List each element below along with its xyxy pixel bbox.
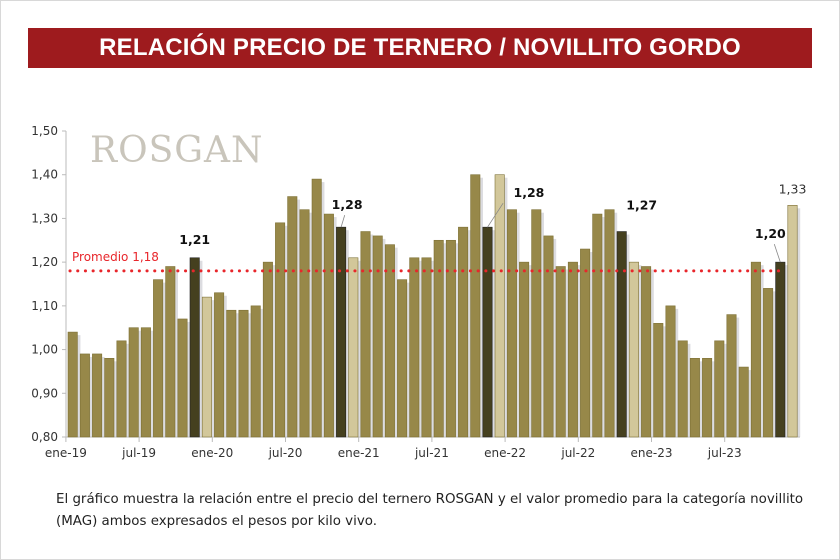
bar-december [628,261,639,438]
y-tick-label: 1,40 [31,168,58,182]
bar [140,327,151,438]
bar [372,235,383,438]
bar-highlight [775,261,786,438]
bar-highlight [336,226,347,438]
bar [445,239,456,438]
data-label: 1,28 [332,197,363,212]
bar [726,314,737,438]
x-tick-label: ene-22 [484,446,526,460]
bar [67,331,78,438]
bar [738,366,749,438]
y-tick-label: 0,80 [31,430,58,444]
annotation-leader [340,215,346,228]
data-label: 1,20 [755,226,786,241]
x-tick-label: ene-21 [338,446,380,460]
bar [299,209,310,438]
average-label: Promedio 1,18 [72,250,159,264]
bar [653,323,664,438]
y-tick-label: 0,90 [31,386,58,400]
bar [177,318,188,438]
bar-chart: 0,80 0,90 1,00 1,10 1,20 1,30 1,40 1,50 ene-19 ju… [31,124,807,460]
y-tick-label: 1,10 [31,299,58,313]
bar [714,340,725,438]
bar [750,261,761,438]
bar-december [201,296,212,438]
bar-december [348,257,359,438]
bar [360,231,371,438]
bar [555,266,566,438]
bar [409,257,420,438]
bar-highlight [482,226,493,438]
bar [421,257,432,438]
data-label: 1,21 [179,232,210,247]
bar [665,305,676,438]
y-tick-label: 1,50 [31,124,58,138]
bar-december [787,205,798,438]
bar [323,213,334,438]
bar [580,248,591,438]
bar [763,288,774,438]
x-tick-label: ene-23 [631,446,673,460]
data-label: 1,33 [779,181,807,196]
bar [153,279,164,438]
x-tick-label: ene-20 [191,446,233,460]
bar [689,358,700,438]
bar [165,266,176,438]
bar-highlight [616,231,627,438]
y-tick-label: 1,20 [31,255,58,269]
bar [116,340,127,438]
bar [104,358,115,438]
x-tick-label: ene-19 [45,446,87,460]
bar [604,209,615,438]
bar [275,222,286,438]
x-tick-label: jul-20 [268,446,303,460]
bar [262,261,273,438]
data-label: 1,27 [626,198,657,213]
bar [702,358,713,438]
bar [92,353,103,438]
bar [384,244,395,438]
data-label: 1,28 [514,185,545,200]
chart-caption: El gráfico muestra la relación entre el … [56,492,804,529]
bar [311,178,322,438]
bar [79,353,90,438]
bar [128,327,139,438]
x-tick-label: jul-23 [707,446,742,460]
y-tick-label: 1,30 [31,211,58,225]
bar [238,309,249,438]
annotation-leader [773,244,781,263]
bar [397,279,408,438]
y-tick-label: 1,00 [31,343,58,357]
x-tick-label: jul-21 [414,446,449,460]
bar [641,266,652,438]
chart-title: RELACIÓN PRECIO DE TERNERO / NOVILLITO G… [28,28,812,68]
bar [433,239,444,438]
x-tick-label: jul-22 [560,446,595,460]
bar [519,261,530,438]
bar [567,261,578,438]
bar [470,174,481,438]
rosgan-logo: ROSGAN [90,130,264,171]
bar [677,340,688,438]
bar [214,292,225,438]
bar [458,226,469,438]
bar [226,309,237,438]
bar-december [494,174,505,438]
bar-highlight [189,257,200,438]
bar [287,196,298,438]
bar [531,209,542,438]
bar [592,213,603,438]
bar [250,305,261,438]
x-tick-label: jul-19 [121,446,156,460]
annotation-leader [487,202,504,228]
bar [506,209,517,438]
bar [543,235,554,438]
